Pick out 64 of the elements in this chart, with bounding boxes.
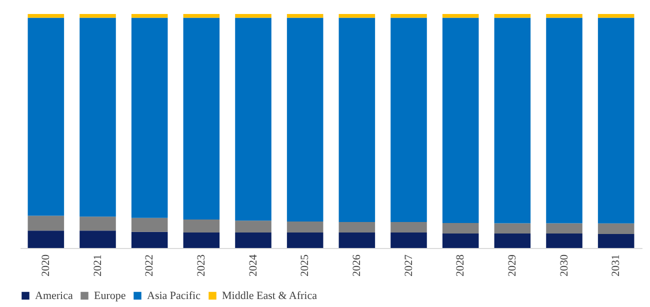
bar <box>80 14 116 18</box>
legend-label: Europe <box>94 290 126 302</box>
legend-label: Middle East & Africa <box>222 290 318 302</box>
bar <box>80 230 116 248</box>
x-tick-label: 2030 <box>558 254 570 276</box>
bar <box>338 14 376 18</box>
legend-label: America <box>35 290 73 302</box>
bar <box>183 14 220 18</box>
x-tick-label: 2029 <box>506 254 518 276</box>
bar <box>338 18 376 222</box>
bar <box>28 216 64 231</box>
bar <box>183 232 220 248</box>
x-tick-label: 2027 <box>402 254 415 276</box>
bar <box>546 233 582 248</box>
x-tick-label: 2031 <box>610 254 622 276</box>
bar <box>28 230 64 248</box>
bar <box>286 14 324 18</box>
bar <box>442 14 479 18</box>
bar <box>131 232 168 248</box>
bar <box>598 234 634 248</box>
x-tick-label: 2024 <box>247 254 260 276</box>
bar <box>494 223 531 234</box>
bar <box>442 233 479 248</box>
bar <box>235 18 272 221</box>
bar <box>80 18 116 217</box>
bar <box>494 14 531 18</box>
x-tick-label: 2023 <box>195 254 208 276</box>
bar <box>28 18 64 216</box>
bar <box>183 219 220 233</box>
bar <box>131 218 168 232</box>
bar <box>235 220 272 233</box>
bar <box>546 18 582 224</box>
bar <box>494 233 531 248</box>
bar <box>183 18 220 220</box>
x-tick-label: 2021 <box>92 254 104 276</box>
bar <box>598 223 634 234</box>
bar <box>442 18 479 223</box>
bar <box>390 222 427 233</box>
bar <box>598 14 634 18</box>
bar <box>390 18 427 222</box>
x-tick-label: 2028 <box>454 254 467 276</box>
bar <box>546 223 582 234</box>
bar <box>286 18 324 222</box>
bar <box>235 232 272 248</box>
bar <box>235 14 272 18</box>
bar <box>442 222 479 234</box>
bar <box>131 14 168 18</box>
bar <box>390 14 427 18</box>
bar <box>494 18 531 224</box>
bar <box>390 232 427 248</box>
x-tick-label: 2020 <box>40 254 52 276</box>
bar <box>338 232 376 248</box>
x-tick-label: 2026 <box>350 254 363 276</box>
bar <box>546 14 582 18</box>
bar <box>286 222 324 233</box>
bar <box>286 232 324 248</box>
bar <box>28 14 64 18</box>
bar <box>338 222 376 233</box>
bar <box>80 216 116 231</box>
bar <box>131 18 168 218</box>
bar <box>598 18 634 224</box>
x-tick-label: 2022 <box>144 254 156 276</box>
x-tick-label: 2025 <box>299 254 312 276</box>
legend-label: Asia Pacific <box>147 290 201 302</box>
